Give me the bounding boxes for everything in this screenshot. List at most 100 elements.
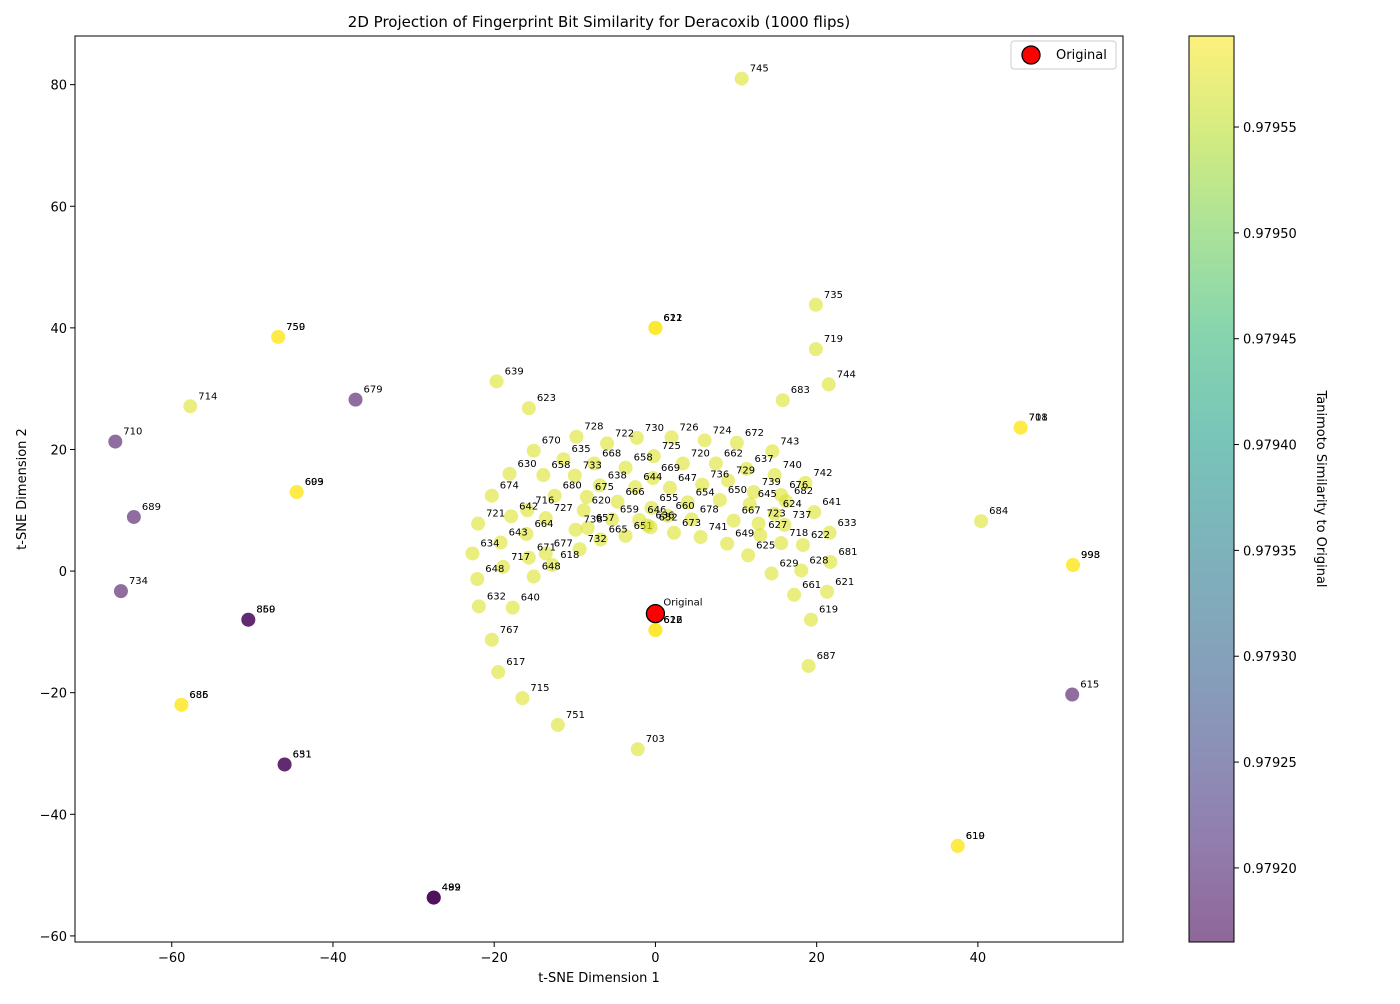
data-point [739,461,754,476]
point-label: 650 [728,485,747,496]
point-label: 629 [780,559,799,570]
point-label: 673 [682,518,701,529]
data-point [496,559,511,574]
data-point [484,488,499,503]
data-point [764,566,779,581]
colorbar-tick-label: 0.97945 [1243,333,1297,348]
point-label: 658 [634,453,653,464]
cluster-label: 621 [663,313,682,324]
point-label: 648 [542,562,561,573]
point-label: 715 [530,683,549,694]
data-point [569,429,584,444]
point-label: 632 [487,591,506,602]
point-label: 719 [824,334,843,345]
data-point [765,444,780,459]
point-label: 664 [534,519,553,530]
data-point [521,550,536,565]
point-label: 644 [643,472,662,483]
point-label: 646 [647,505,666,516]
data-point [697,433,712,448]
x-axis: −60 −40 −20 0 20 40 [158,942,986,966]
point-label: 676 [789,480,808,491]
cluster-label: 611 [663,313,682,324]
data-point [734,71,749,86]
point-label: 741 [709,522,728,533]
colorbar-tick-label: 0.97940 [1243,439,1297,454]
data-point [471,599,486,614]
cluster-label: 759 [286,322,305,333]
point-label: 628 [809,555,828,566]
cluster-label: 750 [286,322,305,333]
point-label: 658 [551,460,570,471]
point-label: 668 [602,448,621,459]
legend: Original [1010,40,1117,70]
data-point [798,475,813,490]
data-point [741,548,756,563]
data-point [491,665,506,680]
data-point [644,500,659,515]
data-point [675,456,690,471]
cluster-label: 616 [663,615,682,626]
point-label: 640 [521,593,540,604]
data-point [646,449,661,464]
cluster-label: 686 [189,690,208,701]
point-label: 649 [735,529,754,540]
point-label: 635 [572,444,591,455]
data-point [493,535,508,550]
data-point [684,512,699,527]
cluster-label: 499 [442,883,461,894]
cluster-label: 492 [442,883,461,894]
point-label: 669 [661,463,680,474]
data-point [774,536,789,551]
cluster-label: 651 [293,749,312,760]
cluster-point [1066,558,1081,573]
point-label: 730 [645,423,664,434]
original-label: Original [663,598,702,609]
point-label: 648 [485,564,504,575]
cluster-point [1013,420,1028,435]
point-label: 647 [678,473,697,484]
point-label: 745 [750,64,769,75]
point-label: 630 [518,459,537,470]
data-point [505,600,520,615]
point-label: 687 [817,651,836,662]
data-point [664,430,679,445]
point-label: 619 [819,605,838,616]
y-tick-label: −60 [40,930,67,945]
point-label: 744 [837,369,856,380]
data-point [795,537,810,552]
data-point [526,443,541,458]
y-tick-label: −40 [40,808,67,823]
cluster-label: 708 [1029,413,1048,424]
data-point [592,478,607,493]
point-label: 734 [129,576,148,587]
data-point [502,466,517,481]
data-point [538,511,553,526]
data-point [515,691,530,706]
data-point [489,374,504,389]
data-point [787,587,802,602]
data-point [823,554,838,569]
point-label: 703 [646,734,665,745]
cluster-label: 693 [305,477,324,488]
colorbar-gradient [1189,36,1234,942]
data-point [751,516,766,531]
point-label: 637 [755,454,774,465]
colorbar-label: Tanimoto Similarity to Original [1313,389,1328,587]
point-label: 727 [554,503,573,514]
data-point [465,546,480,561]
y-tick-label: 20 [50,443,67,458]
point-label: 615 [1080,680,1099,691]
data-point [695,477,710,492]
data-point [572,542,587,557]
point-label: 639 [505,366,524,377]
point-label: 681 [838,547,857,558]
point-label: 710 [123,427,142,438]
point-label: 659 [620,504,639,515]
point-label: 633 [838,518,857,529]
cluster-point [174,697,189,712]
point-label: 739 [762,477,781,488]
data-point [746,485,761,500]
point-label: 716 [535,495,554,506]
point-label: 732 [588,534,607,545]
